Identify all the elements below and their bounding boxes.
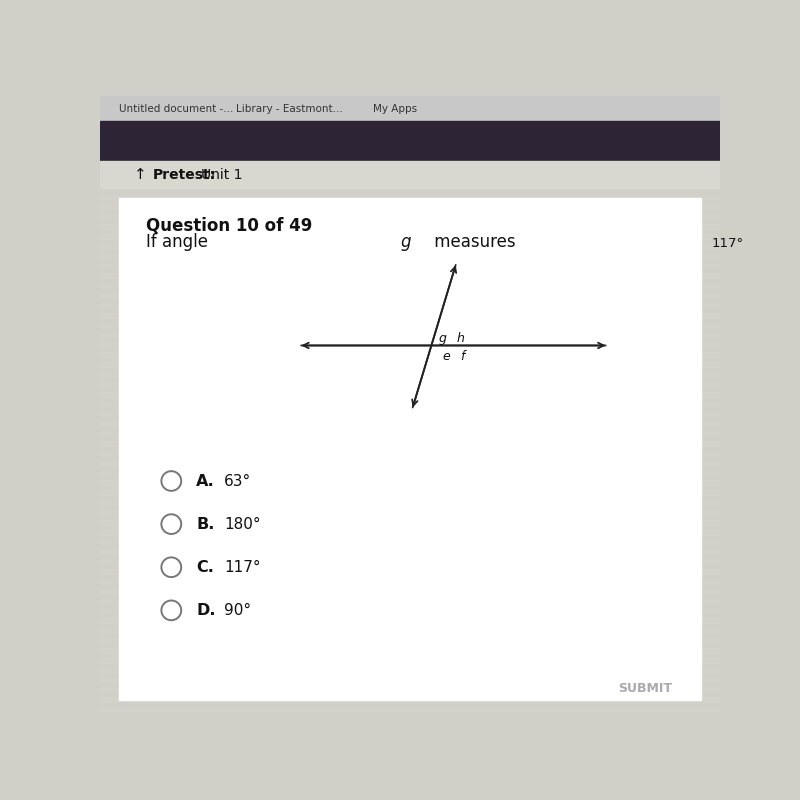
Bar [100,707,720,712]
Text: Library - Eastmont...: Library - Eastmont... [237,104,343,114]
Text: f: f [461,350,465,363]
Bar [100,589,720,594]
Bar [100,175,720,180]
Bar [100,490,720,495]
Bar [100,687,720,692]
Bar [100,569,720,574]
Bar [100,116,720,121]
Bar [100,263,720,269]
Text: 180°: 180° [224,517,261,532]
Text: C.: C. [196,560,214,574]
Bar [100,165,720,170]
Text: A.: A. [196,474,215,489]
Bar [100,244,720,249]
Text: g: g [438,331,446,345]
Bar [100,96,720,101]
Bar [100,609,720,614]
Text: D.: D. [196,603,216,618]
Bar [100,322,720,328]
Text: ↑: ↑ [134,167,147,182]
Bar [100,155,720,160]
Text: 63°: 63° [224,474,251,489]
Bar [100,618,720,623]
Bar [100,146,720,150]
Bar [100,470,720,475]
Text: Pretest:: Pretest: [153,168,216,182]
Bar [100,126,720,130]
Bar [100,598,720,603]
Bar [100,224,720,229]
Bar [100,579,720,584]
Bar [100,283,720,288]
Text: Question 10 of 49: Question 10 of 49 [146,216,313,234]
Bar [100,539,720,545]
Text: 117°: 117° [224,560,261,574]
Text: Unit 1: Unit 1 [201,168,242,182]
Bar [100,668,720,673]
Bar [100,402,720,406]
Bar [100,422,720,426]
Bar [118,198,702,700]
Bar [100,254,720,258]
Bar [100,480,720,486]
Bar [100,678,720,682]
Bar [100,628,720,633]
Text: 117°: 117° [712,237,744,250]
Bar [100,392,720,397]
Bar [100,550,720,554]
Bar [100,333,720,338]
Bar [100,372,720,377]
Bar [100,121,720,161]
Text: measures: measures [430,233,521,251]
Text: My Apps: My Apps [373,104,417,114]
Text: h: h [457,331,465,345]
Text: e: e [442,350,450,363]
Bar [100,431,720,436]
Text: g: g [401,233,411,251]
Bar [100,520,720,525]
Bar [100,638,720,643]
Bar [100,342,720,347]
Bar [100,362,720,367]
Bar [100,411,720,416]
Bar [100,135,720,140]
Bar [100,530,720,534]
Text: SUBMIT: SUBMIT [618,682,673,695]
Bar [100,274,720,278]
Bar [100,658,720,662]
Bar [100,461,720,466]
Bar [100,648,720,653]
Bar [100,303,720,308]
Bar [100,96,720,121]
Bar [100,698,720,702]
Bar [100,106,720,110]
Bar [100,293,720,298]
Bar [100,382,720,386]
Text: B.: B. [196,517,214,532]
Bar [100,559,720,564]
Text: Untitled document -...: Untitled document -... [118,104,233,114]
Bar [100,313,720,318]
Text: If angle: If angle [146,233,214,251]
Bar [100,352,720,357]
Bar [100,510,720,515]
Bar [100,500,720,505]
Bar [100,214,720,219]
Bar [100,194,720,199]
Bar [100,161,720,188]
Bar [100,234,720,239]
Bar [100,185,720,190]
Bar [100,451,720,456]
Bar [100,441,720,446]
Bar [100,205,720,210]
Text: 90°: 90° [224,603,251,618]
